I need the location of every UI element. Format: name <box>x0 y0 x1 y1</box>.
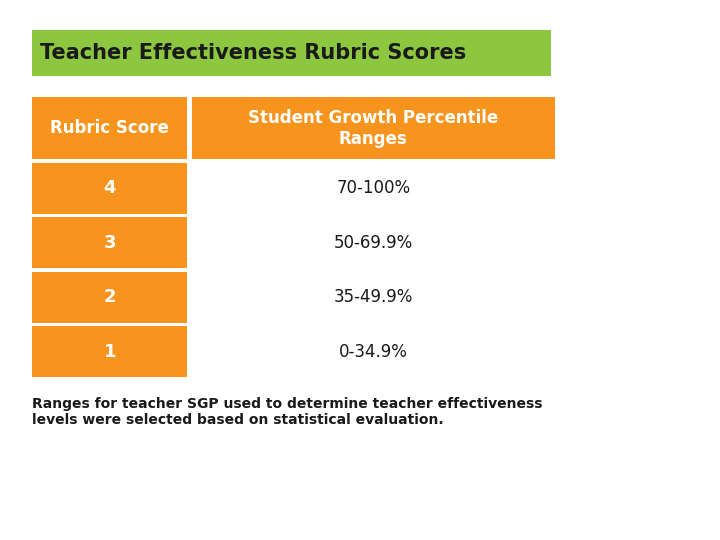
Text: 35-49.9%: 35-49.9% <box>333 288 413 306</box>
Text: 70-100%: 70-100% <box>336 179 410 197</box>
FancyBboxPatch shape <box>32 272 187 323</box>
Text: Student Growth Percentile
Ranges: Student Growth Percentile Ranges <box>248 109 498 147</box>
FancyBboxPatch shape <box>32 217 187 268</box>
FancyBboxPatch shape <box>32 326 187 377</box>
FancyBboxPatch shape <box>192 97 555 159</box>
Text: 0-34.9%: 0-34.9% <box>339 343 408 361</box>
Text: 2: 2 <box>104 288 116 306</box>
Text: Ranges for teacher SGP used to determine teacher effectiveness
levels were selec: Ranges for teacher SGP used to determine… <box>32 397 543 427</box>
Text: 1: 1 <box>104 343 116 361</box>
FancyBboxPatch shape <box>32 30 551 76</box>
Text: 50-69.9%: 50-69.9% <box>333 234 413 252</box>
Text: 3: 3 <box>104 234 116 252</box>
FancyBboxPatch shape <box>32 163 187 214</box>
FancyBboxPatch shape <box>32 97 187 159</box>
Text: Teacher Effectiveness Rubric Scores: Teacher Effectiveness Rubric Scores <box>40 43 466 63</box>
Text: Rubric Score: Rubric Score <box>50 119 169 137</box>
Text: 4: 4 <box>104 179 116 197</box>
